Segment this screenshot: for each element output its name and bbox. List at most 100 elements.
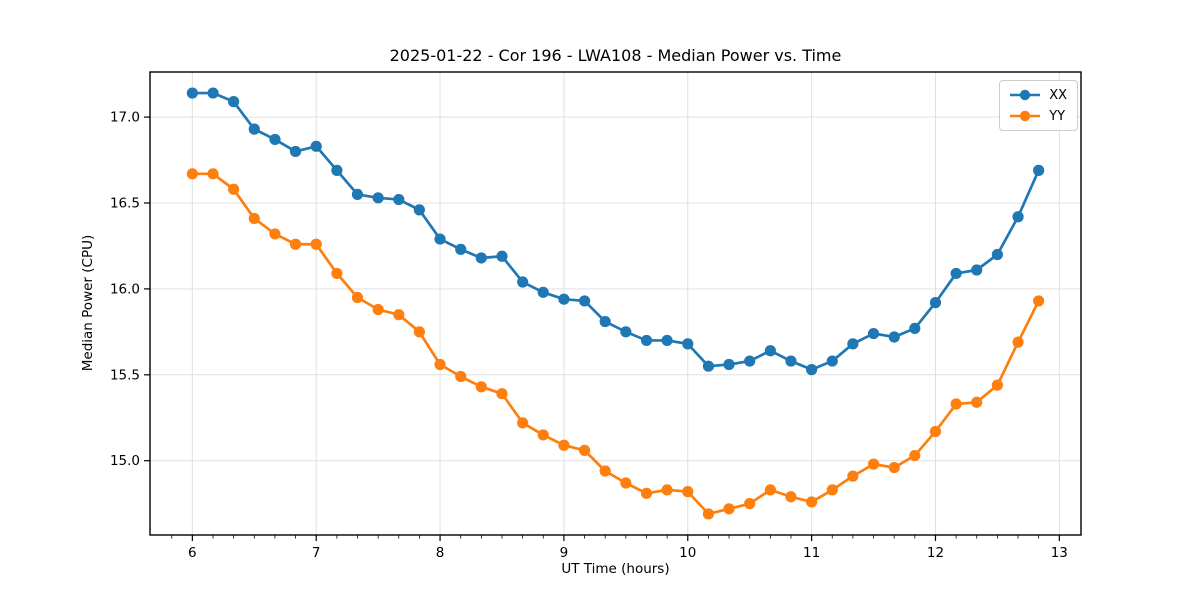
data-point-xx	[909, 322, 921, 335]
data-point-yy	[269, 228, 281, 240]
data-point-xx	[702, 360, 715, 372]
x-tick-label: 7	[312, 545, 321, 561]
data-point-xx	[269, 133, 281, 146]
x-tick-label: 13	[1051, 545, 1068, 561]
legend-label: YY	[1049, 108, 1066, 124]
data-point-yy	[620, 477, 632, 489]
x-tick-label: 11	[803, 545, 820, 561]
data-point-xx	[537, 286, 549, 298]
data-point-yy	[1033, 295, 1045, 307]
y-tick-label: 16.0	[110, 281, 140, 297]
data-point-yy	[702, 508, 715, 520]
legend: XX YY	[999, 80, 1078, 131]
data-point-xx	[578, 295, 591, 307]
data-point-yy	[847, 470, 859, 482]
data-point-xx	[744, 355, 756, 367]
data-point-xx	[372, 192, 384, 204]
data-point-yy	[496, 388, 508, 400]
data-point-xx	[971, 264, 983, 276]
x-tick-label: 8	[436, 545, 445, 561]
data-point-xx	[640, 334, 653, 347]
data-point-yy	[455, 370, 467, 383]
line-circle-marker-icon	[1010, 89, 1041, 101]
data-point-xx	[248, 123, 260, 135]
data-point-yy	[909, 449, 921, 462]
data-point-xx	[764, 345, 776, 357]
data-point-yy	[248, 212, 260, 225]
data-point-yy	[744, 498, 756, 510]
y-tick-label: 16.5	[110, 195, 140, 211]
data-point-yy	[310, 238, 322, 250]
data-point-yy	[929, 425, 942, 438]
data-point-xx	[929, 297, 942, 309]
data-point-xx	[558, 293, 570, 305]
data-point-yy	[372, 303, 384, 316]
data-point-yy	[950, 398, 962, 410]
data-point-yy	[186, 168, 198, 180]
legend-label: XX	[1049, 87, 1067, 103]
data-point-xx	[950, 267, 962, 280]
plot-border	[149, 71, 1082, 536]
data-point-yy	[867, 458, 880, 470]
data-point-xx	[991, 248, 1003, 261]
data-point-yy	[971, 396, 983, 408]
data-point-xx	[228, 96, 240, 108]
data-point-yy	[1012, 336, 1024, 348]
data-point-xx	[806, 364, 818, 376]
data-point-xx	[289, 145, 302, 158]
series-line-yy	[191, 172, 1040, 516]
data-point-yy	[331, 267, 343, 280]
data-point-yy	[888, 461, 900, 474]
data-point-xx	[496, 250, 508, 262]
data-point-xx	[1012, 211, 1024, 223]
x-tick-label: 6	[188, 545, 197, 561]
data-point-yy	[537, 429, 549, 441]
data-point-yy	[682, 486, 694, 498]
data-point-yy	[764, 484, 776, 496]
data-point-yy	[661, 484, 673, 496]
data-point-xx	[331, 164, 343, 176]
data-point-yy	[826, 484, 838, 496]
data-point-xx	[888, 331, 900, 343]
data-point-xx	[393, 193, 405, 206]
data-point-yy	[413, 326, 425, 338]
data-point-xx	[455, 243, 467, 255]
data-point-xx	[661, 334, 673, 347]
data-point-yy	[475, 381, 487, 393]
legend-item-xx: XX	[1009, 86, 1067, 104]
x-tick-label: 9	[560, 545, 569, 561]
data-point-xx	[620, 326, 632, 338]
data-point-yy	[517, 417, 529, 429]
data-point-xx	[351, 188, 364, 201]
y-tick-label: 15.5	[110, 367, 140, 383]
data-point-xx	[723, 358, 735, 371]
data-point-xx	[517, 276, 529, 288]
x-tick-label: 10	[679, 545, 696, 561]
data-point-xx	[434, 233, 446, 245]
legend-item-yy: YY	[1009, 107, 1067, 125]
data-point-yy	[228, 183, 240, 195]
data-point-xx	[599, 315, 611, 328]
data-point-yy	[351, 291, 364, 304]
data-point-yy	[599, 465, 611, 477]
data-point-xx	[186, 87, 198, 99]
x-tick-label: 12	[927, 545, 944, 561]
data-point-xx	[847, 338, 859, 350]
data-point-yy	[393, 309, 405, 321]
data-point-yy	[806, 496, 818, 508]
data-point-xx	[413, 204, 425, 216]
data-point-yy	[640, 487, 653, 499]
y-tick-label: 17.0	[110, 110, 140, 126]
data-point-yy	[434, 358, 446, 371]
data-point-yy	[578, 444, 591, 456]
data-point-xx	[785, 355, 797, 367]
data-point-xx	[310, 140, 322, 152]
data-point-yy	[289, 238, 302, 250]
data-point-yy	[558, 439, 570, 451]
chart-title: 2025-01-22 - Cor 196 - LWA108 - Median P…	[389, 46, 842, 65]
line-circle-marker-icon	[1010, 110, 1041, 122]
data-point-yy	[723, 503, 735, 515]
data-point-xx	[682, 338, 694, 350]
